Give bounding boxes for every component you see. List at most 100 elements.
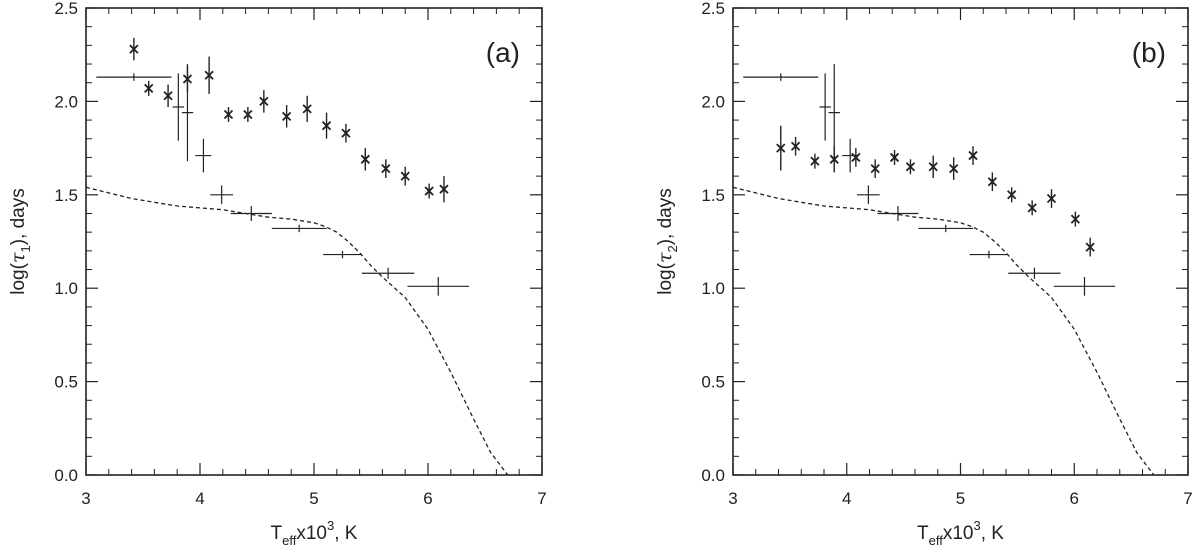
asterisk-stroke [341,128,351,138]
y-label-symbol: τ [7,252,29,263]
asterisk-stroke [1027,203,1037,213]
asterisk-stroke [851,152,861,163]
asterisk-stroke [928,162,938,172]
asterisk-point [381,159,391,178]
asterisk-stroke [321,121,332,131]
asterisk-point [144,80,154,96]
asterisk-stroke [129,44,139,54]
asterisk-point [870,159,880,178]
asterisk-stroke [968,150,978,161]
asterisk-stroke [204,70,214,80]
asterisk-point [1027,200,1037,216]
asterisk-stroke [870,164,880,174]
y-label-pre: log( [655,262,676,294]
asterisk-point [1070,211,1081,227]
asterisk-stroke [223,109,234,120]
cross-point [918,224,974,233]
asterisk-stroke [381,164,391,174]
asterisk-point [1046,189,1057,208]
cross-point [407,276,470,296]
cross-point [969,250,1009,259]
x-label-mid: x10 [943,523,974,544]
x-label-base: T [917,523,929,544]
asterisk-stroke [987,177,997,187]
asterisk-stroke [400,171,410,181]
asterisk-point [223,107,234,122]
cross-point [271,224,327,233]
x-axis-label: Teffx103, K [917,518,1004,548]
asterisk-point [439,176,449,203]
asterisk-point [424,183,434,199]
x-tick-label: 3 [728,489,737,508]
asterisk-point [776,125,786,171]
panel-label: (b) [1132,37,1166,68]
y-tick-label: 2.0 [701,92,725,111]
y-tick-label: 0.0 [54,466,78,485]
asterisk-point [928,155,938,178]
x-label-sub: eff [929,533,944,548]
asterisk-point [968,146,978,165]
asterisk-point [282,105,292,128]
x-tick-label: 7 [537,489,546,508]
x-label-sub: eff [282,533,297,548]
asterisk-stroke [905,162,916,172]
y-tick-label: 2.5 [701,0,725,18]
y-label-symbol: τ [654,252,676,263]
asterisk-point [810,153,820,169]
asterisk-point [129,37,139,61]
x-axis-label: Teffx103, K [271,518,358,548]
asterisk-stroke [1007,190,1017,200]
panel-a: 3 4 5 6 70.00.51.01.52.02.5(a)Teffx103, Klog… [7,0,547,548]
model-curve-line [85,186,509,476]
x-tick-label: 7 [1183,489,1192,508]
x-tick-label: 6 [1070,489,1079,508]
y-tick-label: 2.0 [54,92,78,111]
x-tick-label: 6 [423,489,432,508]
asterisk-stroke [1070,214,1081,224]
asterisk-point [790,136,801,156]
y-label-pre: log( [8,262,29,294]
cross-point [96,73,172,81]
asterisk-stroke [949,164,959,174]
y-tick-label: 0.5 [54,373,78,392]
asterisk-stroke [439,184,449,194]
plot-frame [85,7,543,476]
x-tick-label: 4 [195,489,204,508]
asterisk-stroke [243,109,253,120]
y-label-sub: 1 [18,245,33,252]
y-tick-label: 1.5 [701,186,725,205]
x-tick-label: 5 [309,489,318,508]
x-label-tail: , K [334,523,358,544]
asterisk-point [243,107,253,122]
asterisk-point [987,172,997,192]
cross-point [195,138,212,173]
y-axis-label: log(τ1), days [7,188,33,294]
cross-point [1008,267,1061,279]
cross-point [361,267,415,279]
asterisk-point [851,148,861,167]
asterisk-stroke [790,141,801,151]
asterisk-stroke [144,83,154,93]
asterisk-point [1085,237,1095,257]
cross-point [210,185,234,205]
asterisk-point [1007,187,1017,203]
asterisk-stroke [889,152,900,163]
cross-point [828,64,840,162]
y-tick-label: 1.5 [54,186,78,205]
x-label-base: T [271,523,283,544]
asterisk-point [889,149,900,165]
x-tick-label: 5 [956,489,965,508]
asterisk-stroke [259,96,269,107]
asterisk-point [204,56,214,94]
asterisk-point [905,159,916,175]
y-tick-label: 2.5 [54,0,78,18]
x-label-sup: 3 [974,518,981,533]
asterisk-stroke [282,111,292,121]
cross-point [230,206,272,221]
cross-point [1053,276,1116,296]
asterisk-stroke [424,186,434,196]
asterisk-stroke [360,154,370,164]
plot-frame [732,7,1189,476]
asterisk-stroke [302,104,312,114]
asterisk-point [259,90,269,113]
